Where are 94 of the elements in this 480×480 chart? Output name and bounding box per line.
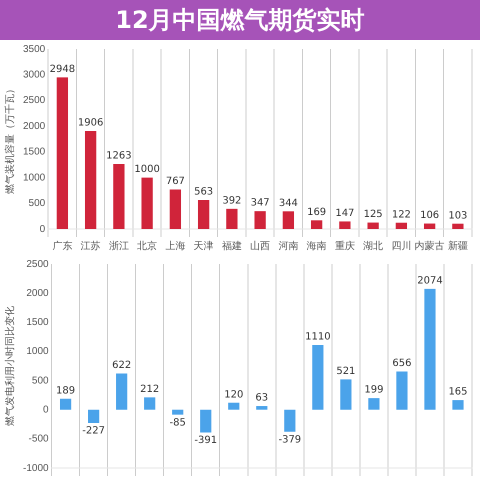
- bar: [424, 288, 436, 410]
- y-tick-label: 2000: [26, 288, 50, 299]
- bar: [116, 373, 128, 410]
- data-label: 122: [392, 209, 411, 220]
- bar: [200, 410, 212, 433]
- bar: [60, 398, 72, 410]
- data-label: 106: [420, 210, 440, 222]
- y-tick-label: 1500: [22, 146, 46, 158]
- bar: [312, 345, 324, 410]
- data-label: 169: [307, 206, 326, 218]
- data-label: -85: [170, 417, 186, 428]
- bar: [452, 400, 464, 410]
- data-label: 165: [448, 386, 468, 398]
- bar: [310, 220, 322, 229]
- bar: [368, 398, 380, 410]
- x-tick-label: 福建: [222, 240, 242, 252]
- y-tick-label: 0: [43, 404, 50, 416]
- x-tick-label: 河南: [278, 240, 298, 252]
- x-tick-label: 内蒙古: [414, 240, 445, 252]
- bar: [170, 190, 182, 229]
- data-label: 1906: [78, 118, 104, 129]
- y-tick-label: 2500: [22, 95, 46, 106]
- bar: [452, 224, 464, 229]
- y-tick-label: 500: [32, 375, 50, 386]
- data-label: 125: [364, 209, 383, 220]
- y-tick-label: 3000: [22, 69, 46, 80]
- y-tick-label: 1500: [26, 317, 50, 328]
- x-tick-label: 浙江: [108, 240, 129, 252]
- y-tick-label: 500: [28, 198, 46, 210]
- data-label: 189: [56, 385, 76, 396]
- data-label: 199: [364, 384, 384, 396]
- x-tick-label: 新疆: [448, 240, 468, 252]
- bar: [88, 410, 100, 423]
- y-tick-label: 1000: [22, 172, 46, 184]
- bar: [282, 211, 294, 229]
- data-label: -391: [194, 435, 218, 446]
- bar: [396, 371, 408, 410]
- y-tick-label: 3500: [22, 44, 46, 55]
- data-label: 767: [166, 176, 185, 188]
- y-tick-label: 0: [40, 224, 46, 235]
- data-label: 103: [448, 210, 468, 222]
- chart-title: 12月中国燃气期货实时: [0, 0, 480, 40]
- bar: [141, 178, 153, 229]
- data-label: 521: [336, 366, 356, 377]
- data-label: 344: [278, 198, 298, 209]
- bar: [172, 410, 184, 415]
- x-tick-label: 重庆: [334, 240, 355, 252]
- x-tick-label: 四川: [391, 240, 412, 252]
- y-tick-label: 2500: [26, 258, 50, 270]
- data-label: 1110: [305, 332, 331, 343]
- data-label: 147: [335, 208, 354, 220]
- y-tick-label: -500: [28, 434, 50, 445]
- data-label: 120: [224, 389, 244, 400]
- x-tick-label: 海南: [306, 240, 327, 252]
- bar: [56, 77, 68, 229]
- data-label: 563: [194, 186, 214, 198]
- data-label: 1263: [106, 150, 132, 162]
- bar: [396, 222, 408, 229]
- data-label: 63: [255, 392, 268, 404]
- bar: [339, 221, 351, 229]
- y-tick-label: 1000: [26, 346, 50, 358]
- data-label: 2074: [417, 275, 443, 286]
- bar: [367, 222, 379, 229]
- x-tick-label: 上海: [165, 240, 186, 252]
- bar: [284, 410, 296, 432]
- data-label: 656: [392, 358, 412, 370]
- x-tick-label: 天津: [194, 240, 214, 252]
- bar: [226, 208, 238, 229]
- y-axis-title: 燃气发电利用小时同比变化: [4, 306, 16, 426]
- x-tick-label: 广东: [52, 240, 72, 252]
- y-tick-label: 2000: [22, 120, 46, 132]
- data-label: 2948: [50, 64, 76, 75]
- data-label: 392: [222, 195, 242, 206]
- bar: [84, 130, 96, 229]
- data-label: 622: [112, 360, 132, 372]
- data-label: 1000: [134, 164, 160, 176]
- x-tick-label: 湖北: [363, 240, 384, 252]
- bar: [198, 200, 210, 229]
- bar: [113, 164, 125, 229]
- bar: [254, 211, 266, 229]
- bar: [424, 224, 436, 229]
- data-label: 347: [250, 198, 270, 209]
- data-label: 212: [140, 384, 160, 395]
- bar: [256, 406, 268, 410]
- x-tick-label: 山西: [250, 240, 270, 252]
- data-label: -379: [278, 434, 302, 446]
- x-tick-label: 江苏: [80, 240, 101, 252]
- bar: [144, 397, 156, 410]
- data-label: -227: [82, 426, 105, 437]
- x-tick-label: 北京: [137, 240, 158, 252]
- bar: [228, 402, 240, 410]
- y-tick-label: -1000: [23, 462, 50, 474]
- y-axis-title: 燃气装机容量（万千瓦）: [4, 84, 16, 194]
- bar: [340, 379, 352, 410]
